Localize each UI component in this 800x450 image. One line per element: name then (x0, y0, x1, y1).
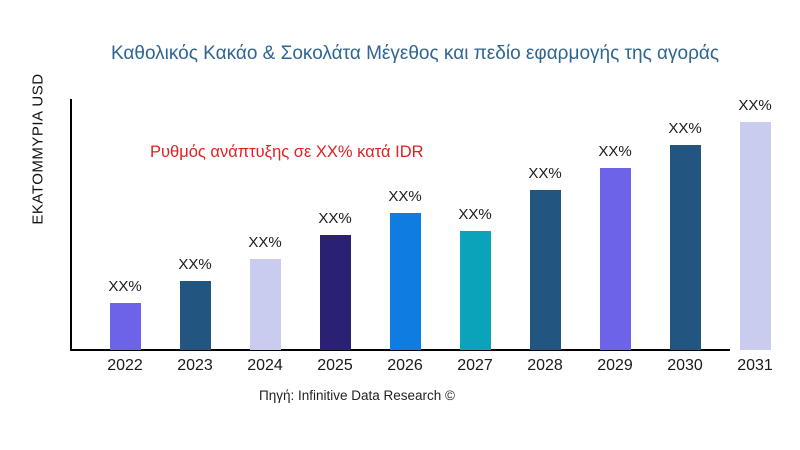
bar-value-label-2030: XX% (668, 120, 702, 137)
x-tick-2027: 2027 (457, 357, 493, 374)
x-tick-2025: 2025 (317, 357, 353, 374)
bar-value-label-2024: XX% (248, 234, 282, 251)
bar-value-label-2029: XX% (598, 143, 632, 160)
bar-value-label-2027: XX% (458, 206, 492, 223)
x-tick-2031: 2031 (737, 357, 773, 374)
bar-value-label-2031: XX% (738, 97, 772, 114)
x-tick-2028: 2028 (527, 357, 563, 374)
x-tick-2029: 2029 (597, 357, 633, 374)
bar-2026 (389, 213, 421, 350)
bar-2027 (459, 231, 491, 350)
bar-2028 (529, 190, 561, 350)
bar-value-label-2026: XX% (388, 188, 422, 205)
bar-2022 (109, 303, 141, 350)
bar-value-label-2028: XX% (528, 165, 562, 182)
x-tick-2023: 2023 (177, 357, 213, 374)
bar-value-label-2023: XX% (178, 256, 212, 273)
bar-2025 (319, 235, 351, 350)
x-tick-2030: 2030 (667, 357, 703, 374)
bar-2024 (249, 259, 281, 350)
x-tick-2022: 2022 (107, 357, 143, 374)
bar-value-label-2025: XX% (318, 210, 352, 227)
bar-value-label-2022: XX% (108, 278, 142, 295)
bar-2029 (599, 168, 631, 350)
bar-2030 (669, 145, 701, 350)
chart-title: Καθολικός Κακάο & Σοκολάτα Μέγεθος και π… (110, 43, 720, 64)
y-axis-label-text: ΕΚΑΤΟΜΜΥΡΙΑ USD (29, 73, 47, 225)
x-tick-2026: 2026 (387, 357, 423, 374)
x-axis-line (70, 349, 730, 351)
bar-2031 (739, 122, 771, 350)
x-tick-2024: 2024 (247, 357, 283, 374)
y-axis-line (70, 99, 72, 350)
bar-2023 (179, 281, 211, 350)
source-attribution: Πηγή: Infinitive Data Research © (258, 388, 456, 403)
growth-rate-annotation: Ρυθμός ανάπτυξης σε XX% κατά IDR (150, 143, 424, 161)
